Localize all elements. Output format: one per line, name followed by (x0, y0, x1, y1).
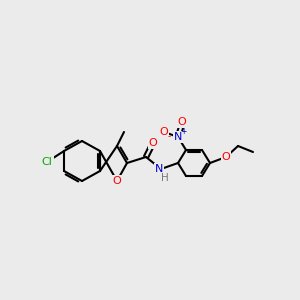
Text: O: O (112, 176, 122, 186)
Text: O: O (160, 127, 168, 137)
Text: O: O (178, 117, 186, 127)
Text: -: - (167, 133, 171, 142)
Text: N: N (174, 132, 182, 142)
Text: H: H (161, 173, 169, 183)
Text: Cl: Cl (42, 157, 52, 167)
Text: O: O (222, 152, 230, 162)
Text: +: + (180, 128, 186, 136)
Text: N: N (155, 164, 163, 174)
Text: O: O (148, 138, 158, 148)
